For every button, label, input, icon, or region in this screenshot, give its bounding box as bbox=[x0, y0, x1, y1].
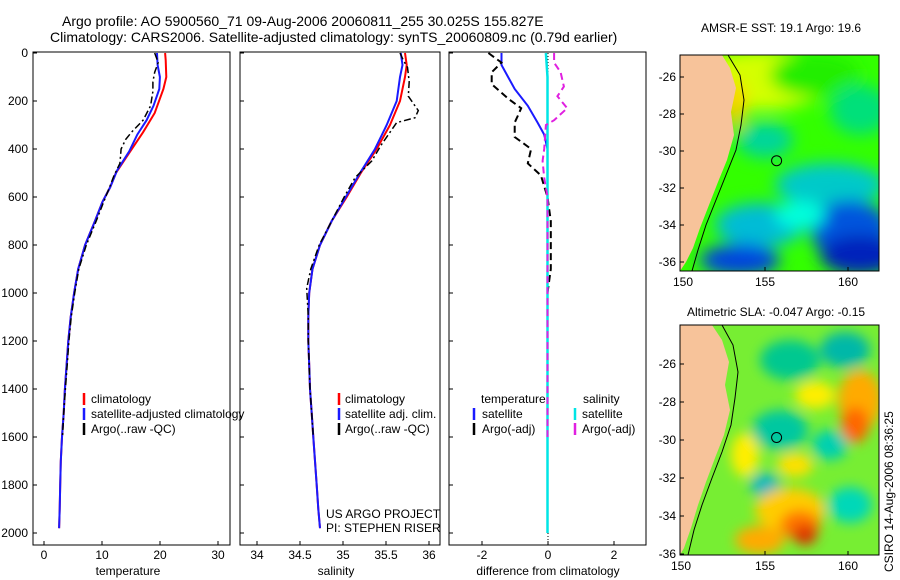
y-tick-label: -28 bbox=[659, 107, 677, 121]
x-tick-label: 160 bbox=[838, 559, 858, 573]
sla-map-ticks bbox=[680, 363, 849, 555]
isobath-line bbox=[687, 325, 739, 555]
x-axis-label: salinity bbox=[318, 564, 355, 578]
profile-location-marker bbox=[771, 432, 783, 443]
x-tick-label: 155 bbox=[755, 275, 775, 289]
x-tick-label: 0 bbox=[41, 548, 48, 562]
difference-legend: temperature salinity satellite Argo(-adj… bbox=[472, 392, 635, 436]
series-climatology-line bbox=[307, 52, 408, 529]
difference-panel: -2 0 2 difference from climatology tempe… bbox=[448, 51, 647, 578]
x-tick-label: 35 bbox=[336, 548, 350, 562]
x-tick-label: 0 bbox=[545, 548, 552, 562]
x-axis-label: difference from climatology bbox=[476, 564, 619, 578]
pi-credit: PI: STEPHEN RISER bbox=[326, 521, 441, 535]
land-mass bbox=[680, 55, 736, 271]
x-tick-label: 36 bbox=[422, 548, 436, 562]
series-sal-argo-line bbox=[541, 53, 569, 437]
legend-label: satellite bbox=[582, 407, 623, 421]
sla-map-title: Altimetric SLA: -0.047 Argo: -0.15 bbox=[687, 305, 865, 319]
y-tick-label: -32 bbox=[659, 181, 677, 195]
y-tick-label: 1200 bbox=[1, 334, 28, 348]
series-argo-line bbox=[305, 52, 420, 438]
y-tick-label: -30 bbox=[659, 433, 677, 447]
sst-map: AMSR-E SST: 19.1 Argo: 19.6 bbox=[659, 21, 880, 289]
project-credit: US ARGO PROJECT bbox=[326, 507, 441, 521]
temperature-legend: climatology satellite-adjusted climatolo… bbox=[82, 392, 244, 436]
y-tick-label: -28 bbox=[659, 395, 677, 409]
temperature-axes-frame bbox=[32, 51, 231, 546]
salinity-panel: 34 34.5 35 35.5 36 salinity climatology … bbox=[239, 51, 441, 578]
legend-label: satellite adj. clim. bbox=[345, 407, 436, 421]
sst-field bbox=[680, 55, 879, 271]
x-tick-label: -2 bbox=[477, 548, 488, 562]
salinity-legend: climatology satellite adj. clim. Argo(..… bbox=[337, 392, 436, 436]
x-tick-label: 150 bbox=[671, 559, 691, 573]
legend-label: satellite bbox=[482, 407, 523, 421]
salinity-axes-frame bbox=[239, 51, 441, 546]
y-tick-label: -32 bbox=[659, 471, 677, 485]
y-tick-label: 0 bbox=[21, 46, 28, 60]
x-tick-label: 20 bbox=[153, 548, 167, 562]
y-tick-label: 1600 bbox=[1, 430, 28, 444]
x-tick-label: 34.5 bbox=[288, 548, 312, 562]
legend-label: climatology bbox=[91, 392, 151, 406]
y-tick-label: 1400 bbox=[1, 382, 28, 396]
y-tick-label: 800 bbox=[8, 238, 28, 252]
legend-label: Argo(-adj) bbox=[482, 422, 535, 436]
header-line-1: Argo profile: AO 5900560_71 09-Aug-2006 … bbox=[62, 13, 544, 29]
y-tick-label: 1000 bbox=[1, 286, 28, 300]
y-tick-label: -26 bbox=[659, 70, 677, 84]
y-tick-label: 1800 bbox=[1, 478, 28, 492]
y-tick-label: -36 bbox=[659, 547, 677, 561]
legend-label: Argo(-adj) bbox=[582, 422, 635, 436]
temperature-y-ticks: 0 200 400 600 800 1000 1200 1400 1600 18… bbox=[1, 46, 28, 540]
salinity-tick-marks bbox=[240, 52, 430, 545]
y-tick-label: 200 bbox=[8, 94, 28, 108]
sst-map-ticks bbox=[680, 76, 849, 271]
isobath-line bbox=[691, 55, 745, 271]
x-tick-label: 150 bbox=[673, 275, 693, 289]
x-tick-label: 34 bbox=[250, 548, 264, 562]
y-tick-label: -36 bbox=[659, 255, 677, 269]
series-temp-satellite-line bbox=[500, 53, 549, 533]
legend-label: climatology bbox=[345, 392, 405, 406]
side-timestamp: CSIRO 14-Aug-2006 08:36:25 bbox=[882, 411, 896, 572]
series-argo-line bbox=[61, 52, 159, 438]
legend-header-temperature: temperature bbox=[481, 392, 546, 406]
series-satellite-line bbox=[58, 52, 161, 529]
y-tick-label: -34 bbox=[659, 218, 677, 232]
y-tick-label: -26 bbox=[659, 357, 677, 371]
sst-map-title: AMSR-E SST: 19.1 Argo: 19.6 bbox=[701, 21, 861, 35]
x-tick-label: 2 bbox=[611, 548, 618, 562]
temperature-tick-marks bbox=[33, 52, 219, 545]
temperature-panel: 0 200 400 600 800 1000 1200 1400 1600 18… bbox=[1, 46, 244, 578]
header-line-2: Climatology: CARS2006. Satellite-adjuste… bbox=[50, 29, 617, 45]
x-tick-label: 155 bbox=[755, 559, 775, 573]
series-temp-argo-line bbox=[487, 52, 552, 437]
profile-location-marker bbox=[771, 155, 783, 167]
y-tick-label: -30 bbox=[659, 144, 677, 158]
y-tick-label: 400 bbox=[8, 142, 28, 156]
x-tick-label: 35.5 bbox=[374, 548, 398, 562]
y-tick-label: -34 bbox=[659, 509, 677, 523]
legend-label: Argo(..raw -QC) bbox=[91, 422, 176, 436]
sla-field bbox=[680, 325, 879, 555]
x-tick-label: 160 bbox=[838, 275, 858, 289]
x-tick-label: 30 bbox=[211, 548, 225, 562]
difference-tick-marks bbox=[449, 52, 615, 545]
legend-label: Argo(..raw -QC) bbox=[345, 422, 430, 436]
x-axis-label: temperature bbox=[96, 564, 161, 578]
legend-header-salinity: salinity bbox=[583, 392, 620, 406]
legend-label: satellite-adjusted climatology bbox=[91, 407, 244, 421]
series-satellite-line bbox=[307, 52, 404, 529]
x-tick-label: 10 bbox=[95, 548, 109, 562]
land-mass bbox=[680, 325, 730, 555]
sst-map-frame bbox=[679, 54, 880, 272]
sla-map: Altimetric SLA: -0.047 Argo: -0.15 bbox=[659, 305, 880, 573]
y-tick-label: 600 bbox=[8, 190, 28, 204]
y-tick-label: 2000 bbox=[1, 526, 28, 540]
